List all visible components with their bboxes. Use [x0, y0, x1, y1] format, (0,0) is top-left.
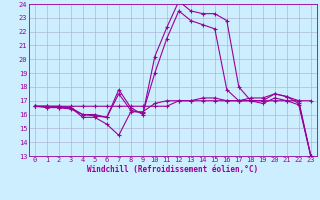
X-axis label: Windchill (Refroidissement éolien,°C): Windchill (Refroidissement éolien,°C) [87, 165, 258, 174]
